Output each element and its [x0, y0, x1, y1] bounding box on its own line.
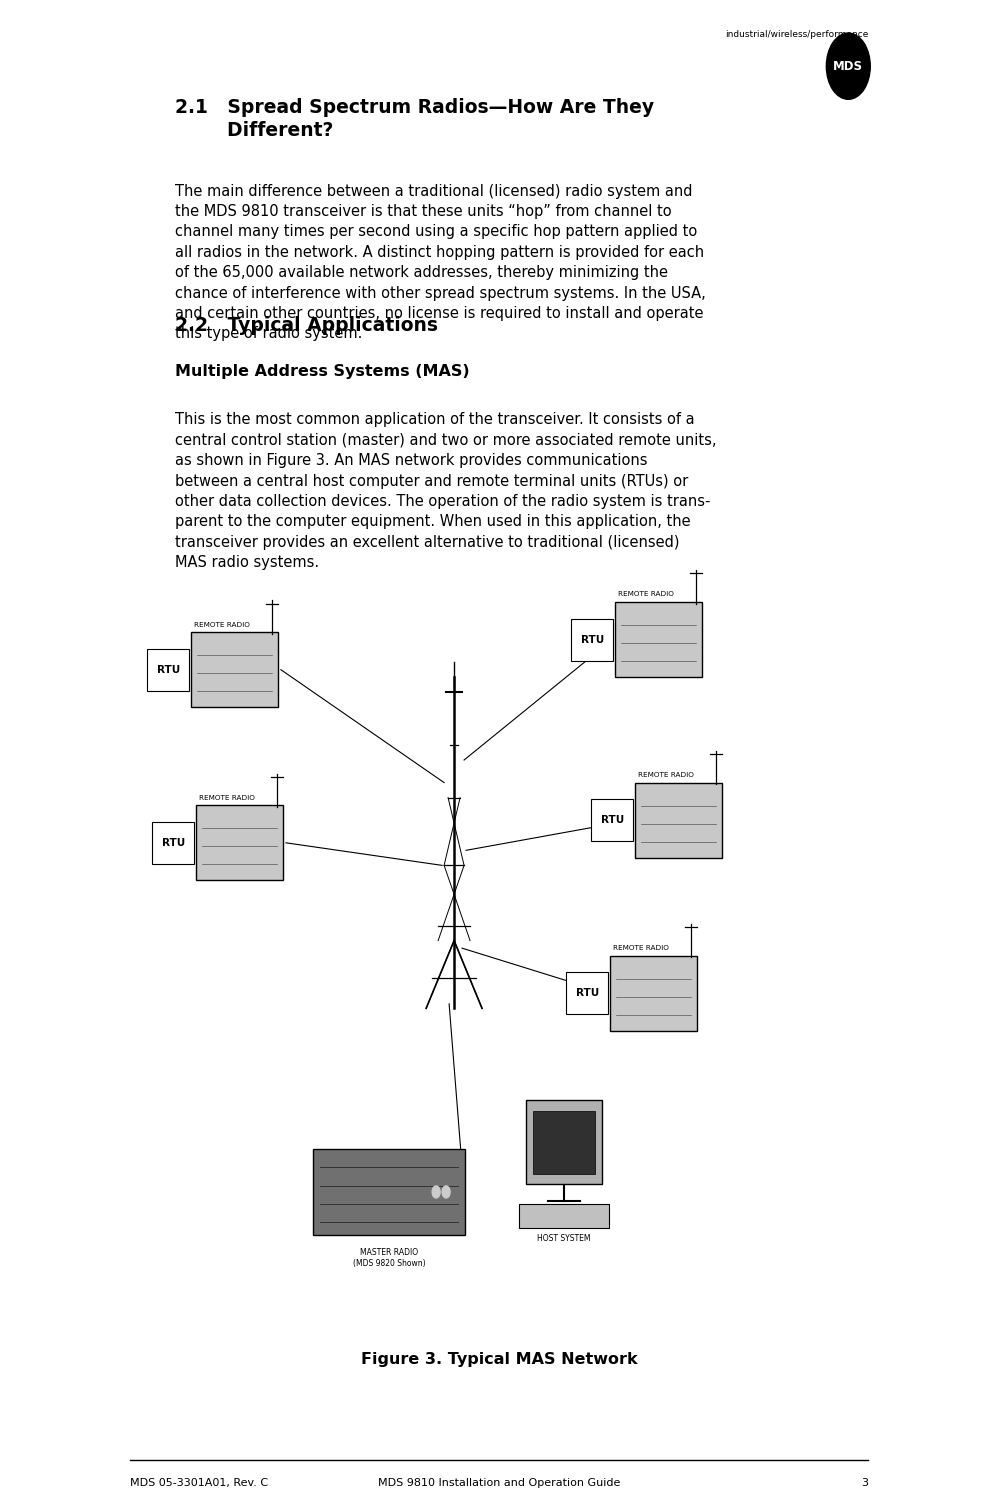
Text: MDS 05-3301A01, Rev. C: MDS 05-3301A01, Rev. C [130, 1478, 267, 1488]
Text: RTU: RTU [162, 838, 185, 847]
Text: The main difference between a traditional (licensed) radio system and
the MDS 98: The main difference between a traditiona… [175, 184, 706, 342]
FancyBboxPatch shape [519, 1204, 609, 1228]
FancyBboxPatch shape [591, 799, 634, 841]
Text: RTU: RTU [157, 665, 180, 674]
Text: This is the most common application of the transceiver. It consists of a
central: This is the most common application of t… [175, 412, 717, 570]
Circle shape [826, 33, 870, 99]
FancyBboxPatch shape [615, 602, 702, 677]
Text: HOST SYSTEM: HOST SYSTEM [537, 1234, 591, 1243]
Text: REMOTE RADIO: REMOTE RADIO [199, 795, 254, 801]
FancyBboxPatch shape [152, 822, 194, 864]
Text: REMOTE RADIO: REMOTE RADIO [619, 591, 674, 597]
FancyBboxPatch shape [611, 956, 697, 1031]
Text: 2.2   Typical Applications: 2.2 Typical Applications [175, 316, 438, 336]
Text: REMOTE RADIO: REMOTE RADIO [613, 945, 669, 951]
FancyBboxPatch shape [526, 1100, 602, 1184]
Text: industrial/wireless/performance: industrial/wireless/performance [725, 30, 868, 39]
Text: Multiple Address Systems (MAS): Multiple Address Systems (MAS) [175, 364, 469, 379]
Text: REMOTE RADIO: REMOTE RADIO [639, 772, 694, 778]
FancyBboxPatch shape [567, 972, 609, 1014]
Text: 3: 3 [861, 1478, 868, 1488]
Text: MASTER RADIO
(MDS 9820 Shown): MASTER RADIO (MDS 9820 Shown) [353, 1249, 425, 1269]
FancyBboxPatch shape [147, 649, 189, 691]
Circle shape [442, 1186, 450, 1198]
Text: RTU: RTU [601, 816, 624, 825]
FancyBboxPatch shape [191, 632, 277, 707]
Text: REMOTE RADIO: REMOTE RADIO [194, 622, 250, 628]
Text: MDS: MDS [833, 60, 863, 72]
FancyBboxPatch shape [313, 1150, 465, 1234]
FancyBboxPatch shape [571, 619, 613, 661]
Text: MDS 9810 Installation and Operation Guide: MDS 9810 Installation and Operation Guid… [378, 1478, 620, 1488]
FancyBboxPatch shape [196, 805, 283, 880]
Text: 2.1   Spread Spectrum Radios—How Are They
        Different?: 2.1 Spread Spectrum Radios—How Are They … [175, 98, 654, 140]
Text: Figure 3. Typical MAS Network: Figure 3. Typical MAS Network [360, 1351, 638, 1367]
FancyBboxPatch shape [533, 1111, 595, 1174]
FancyBboxPatch shape [636, 783, 722, 858]
Text: RTU: RTU [581, 635, 604, 644]
Circle shape [432, 1186, 440, 1198]
Text: RTU: RTU [576, 989, 599, 998]
